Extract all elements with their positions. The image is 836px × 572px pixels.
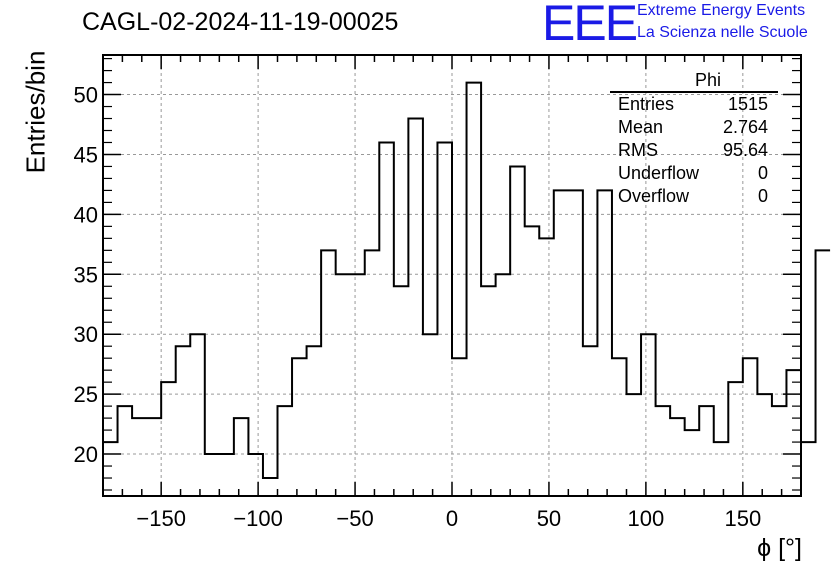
x-tick-label: −150 [136,506,186,531]
plot-title: CAGL-02-2024-11-19-00025 [82,8,399,36]
stats-value: 0 [757,163,768,183]
stats-label: RMS [618,140,658,160]
y-tick-label: 20 [74,442,98,467]
x-tick-label: 50 [537,506,561,531]
ticks-layer [103,55,801,496]
histogram-outline [103,81,831,480]
stats-value: 0 [757,186,768,206]
eee-logo-line2: La Scienza nelle Scuole [637,24,808,41]
stats-label: Overflow [618,186,690,206]
eee-logo: EEE [542,0,638,51]
y-tick-label: 30 [74,322,98,347]
x-tick-label: 100 [628,506,665,531]
stats-row-overflow: Overflow 0 [610,185,778,208]
stats-row-underflow: Underflow 0 [610,162,778,185]
y-tick-label: 25 [74,382,98,407]
stats-row-rms: RMS 95.64 [610,139,778,162]
x-tick-label: 0 [446,506,458,531]
y-tick-label: 50 [74,83,98,108]
x-tick-label: −50 [336,506,373,531]
x-tick-label: 150 [724,506,761,531]
stats-value: 2.764 [722,117,768,137]
stats-value: 95.64 [722,140,768,160]
y-tick-label: 40 [74,202,98,227]
stats-label: Underflow [618,163,700,183]
x-tick-label: −100 [233,506,283,531]
stats-box: Phi Entries 1515 Mean 2.764 RMS 95.64 Un… [610,70,778,208]
stats-value: 1515 [727,94,768,114]
stats-label: Mean [618,117,664,137]
y-tick-label: 45 [74,142,98,167]
stats-title: Phi [694,70,721,90]
stats-row-entries: Entries 1515 [610,93,778,116]
stats-label: Entries [618,94,675,114]
x-axis-label: ϕ [°] [757,534,802,562]
y-tick-label: 35 [74,262,98,287]
tick-labels-layer: −150 −100 −50 0 50 100 150 20 25 30 35 40 45 50 [74,83,762,531]
stats-divider [610,91,778,93]
stats-row-mean: Mean 2.764 [610,116,778,139]
eee-logo-line1: Extreme Energy Events [637,2,806,19]
